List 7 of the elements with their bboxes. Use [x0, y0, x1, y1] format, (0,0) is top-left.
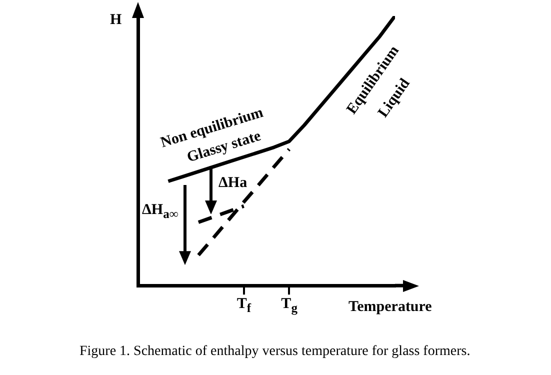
- y-axis-title: H: [110, 12, 122, 28]
- x-axis-title: Temperature: [348, 299, 432, 316]
- x-tick-label: T$_{g}$: [281, 296, 298, 315]
- caption: Figure 1. Schematic of enthalpy versus temperature for glass formers.: [80, 344, 470, 359]
- annotation: ΔHa: [218, 174, 248, 190]
- annotation: ΔH$_{a∞}$: [142, 202, 178, 221]
- x-tick-label: T$_{f}$: [236, 296, 251, 315]
